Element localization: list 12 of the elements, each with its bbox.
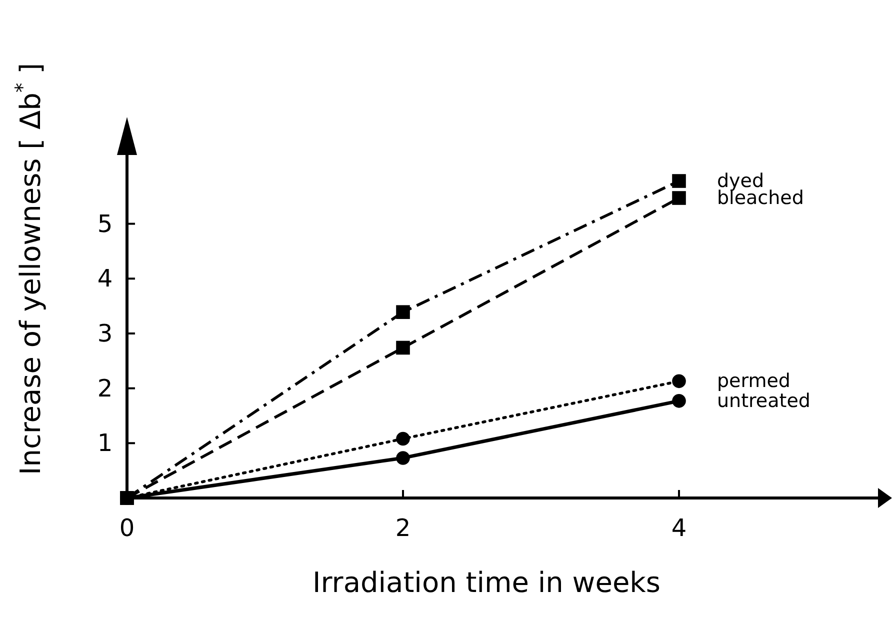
y-tick-label: 3 (97, 319, 113, 348)
x-tick-label: 0 (119, 514, 135, 542)
series-label: permed (717, 370, 790, 392)
series-label: untreated (717, 390, 810, 412)
y-tick-label: 4 (97, 264, 113, 293)
y-tick-label: 1 (97, 429, 113, 458)
series-label: dyed (717, 170, 764, 192)
x-axis-title: Irradiation time in weeks (312, 566, 660, 599)
x-tick-label: 4 (671, 514, 687, 542)
y-tick-label: 2 (97, 374, 113, 402)
y-tick-label: 5 (97, 210, 113, 238)
x-tick-label: 2 (395, 514, 411, 542)
